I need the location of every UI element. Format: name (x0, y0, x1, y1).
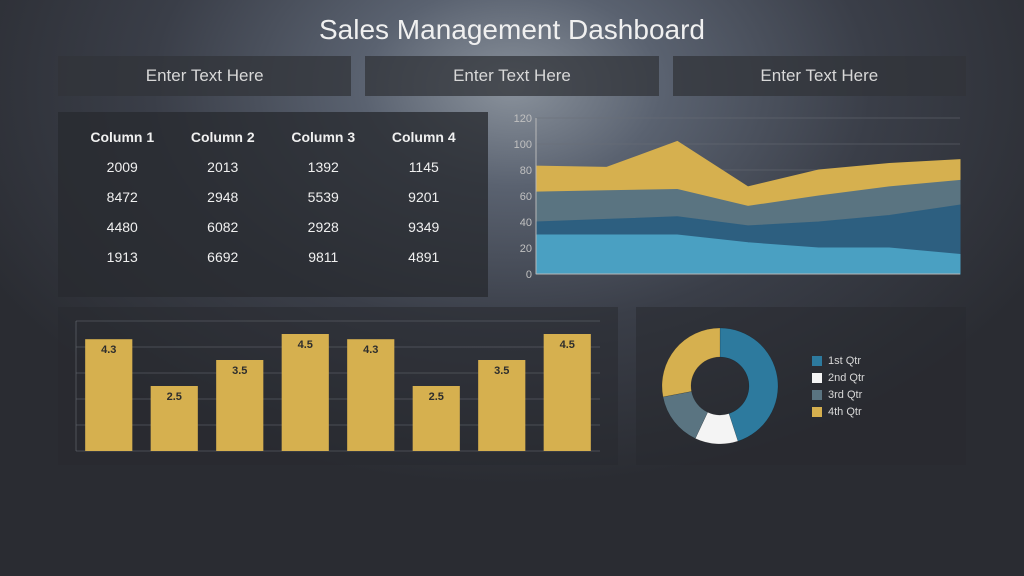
table-header: Column 2 (173, 122, 274, 152)
donut-chart-panel: 1st Qtr 2nd Qtr 3rd Qtr 4th Qtr (636, 307, 966, 465)
table-cell: 1913 (72, 242, 173, 272)
area-chart: 0 20 40 60 80 100 120 (506, 112, 966, 292)
table-cell: 2928 (273, 212, 374, 242)
table-row: 8472294855399201 (72, 182, 474, 212)
table-cell: 6082 (173, 212, 274, 242)
table-cell: 4480 (72, 212, 173, 242)
table-cell: 9811 (273, 242, 374, 272)
bar-chart: 4.3 2.5 3.5 4.5 4.3 2.5 3.5 4.5 (68, 315, 608, 457)
table-cell: 8472 (72, 182, 173, 212)
table-row: 4480608229289349 (72, 212, 474, 242)
legend-label: 2nd Qtr (828, 372, 865, 384)
legend-label: 1st Qtr (828, 355, 861, 367)
bar-chart-panel: 4.3 2.5 3.5 4.5 4.3 2.5 3.5 4.5 (58, 307, 618, 465)
card-3[interactable]: Enter Text Here (673, 56, 966, 96)
legend-swatch (812, 356, 822, 366)
svg-text:20: 20 (520, 243, 532, 255)
data-table-panel: Column 1Column 2Column 3Column 4 2009201… (58, 112, 488, 297)
svg-text:60: 60 (520, 191, 532, 203)
table-header: Column 3 (273, 122, 374, 152)
table-cell: 2013 (173, 152, 274, 182)
table-cell: 2948 (173, 182, 274, 212)
table-cell: 9349 (374, 212, 475, 242)
table-cell: 5539 (273, 182, 374, 212)
legend-swatch (812, 373, 822, 383)
svg-text:4.3: 4.3 (101, 344, 116, 356)
table-cell: 1392 (273, 152, 374, 182)
svg-text:100: 100 (514, 139, 532, 151)
table-cell: 2009 (72, 152, 173, 182)
table-cell: 1145 (374, 152, 475, 182)
card-1[interactable]: Enter Text Here (58, 56, 351, 96)
svg-text:2.5: 2.5 (429, 391, 444, 403)
svg-text:3.5: 3.5 (232, 365, 247, 377)
table-row: 2009201313921145 (72, 152, 474, 182)
table-cell: 4891 (374, 242, 475, 272)
donut-legend: 1st Qtr 2nd Qtr 3rd Qtr 4th Qtr (812, 350, 865, 423)
svg-text:4.5: 4.5 (298, 339, 313, 351)
legend-label: 3rd Qtr (828, 389, 862, 401)
page-title: Sales Management Dashboard (0, 0, 1024, 56)
svg-text:3.5: 3.5 (494, 365, 509, 377)
svg-text:2.5: 2.5 (167, 391, 182, 403)
svg-text:40: 40 (520, 217, 532, 229)
card-2[interactable]: Enter Text Here (365, 56, 658, 96)
legend-label: 4th Qtr (828, 406, 862, 418)
area-chart-panel: 0 20 40 60 80 100 120 (506, 112, 966, 297)
table-row: 1913669298114891 (72, 242, 474, 272)
data-table: Column 1Column 2Column 3Column 4 2009201… (72, 122, 474, 272)
table-cell: 6692 (173, 242, 274, 272)
legend-item: 4th Qtr (812, 406, 865, 418)
legend-item: 3rd Qtr (812, 389, 865, 401)
donut-chart (650, 316, 790, 456)
svg-text:4.3: 4.3 (363, 344, 378, 356)
legend-item: 1st Qtr (812, 355, 865, 367)
table-header: Column 1 (72, 122, 173, 152)
legend-swatch (812, 407, 822, 417)
svg-text:4.5: 4.5 (560, 339, 575, 351)
table-cell: 9201 (374, 182, 475, 212)
summary-cards: Enter Text Here Enter Text Here Enter Te… (0, 56, 1024, 106)
table-header: Column 4 (374, 122, 475, 152)
legend-swatch (812, 390, 822, 400)
svg-text:0: 0 (526, 269, 532, 281)
legend-item: 2nd Qtr (812, 372, 865, 384)
svg-text:80: 80 (520, 165, 532, 177)
svg-text:120: 120 (514, 113, 532, 125)
